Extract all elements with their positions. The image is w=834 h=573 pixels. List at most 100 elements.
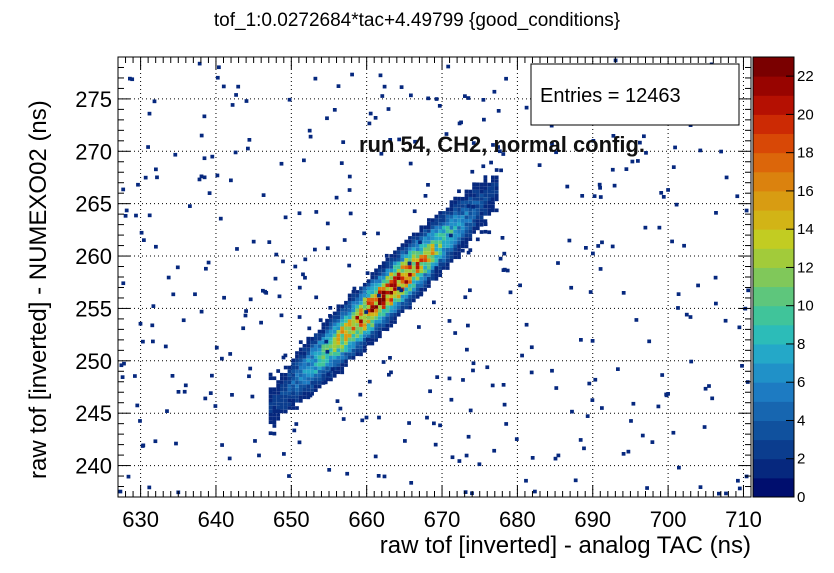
heatmap-cell [298,395,303,399]
heatmap-cell [396,283,401,288]
heatmap-cell [280,380,284,384]
heatmap-cell [321,373,326,378]
heatmap-cell [438,255,443,259]
heatmap-cell [393,257,397,262]
heatmap-cell [366,286,371,291]
heatmap-cell [283,387,288,392]
heatmap-cell [292,428,297,433]
heatmap-cell [460,240,465,245]
heatmap-cell [302,158,306,163]
heatmap-cell [445,218,450,223]
heatmap-cell [366,301,371,305]
heatmap-cell [435,375,440,379]
heatmap-cell [408,265,412,270]
heatmap-cell [302,369,307,374]
palette-swatch [753,382,794,402]
heatmap-cell [464,222,469,227]
heatmap-cell [438,244,443,248]
heatmap-cell [327,468,332,472]
heatmap-cell [338,406,343,411]
heatmap-cell [340,341,345,345]
heatmap-cell [457,248,461,252]
heatmap-cell [735,194,740,199]
heatmap-cell [370,301,375,306]
heatmap-cell [464,237,469,241]
heatmap-cell [336,366,341,371]
heatmap-cell [202,156,207,161]
heatmap-cell [430,254,435,259]
heatmap-cell [453,211,458,216]
heatmap-cell [393,279,397,284]
heatmap-cell [638,140,642,145]
heatmap-cell [218,216,223,221]
heatmap-cell [351,315,356,320]
heatmap-cell [362,312,367,316]
heatmap-cell [197,61,202,66]
heatmap-cell [460,207,465,212]
palette-swatch [753,401,794,421]
heatmap-cell [479,230,484,234]
heatmap-cell [393,290,397,295]
heatmap-cell [321,351,326,356]
heatmap-cell [483,182,488,187]
heatmap-cell [310,347,314,352]
heatmap-cell [475,197,480,201]
heatmap-cell [374,279,378,284]
heatmap-cell [442,255,446,259]
heatmap-cell [310,344,314,348]
heatmap-cell [350,72,354,77]
heatmap-cell [434,258,439,263]
heatmap-cell [549,123,554,128]
heatmap-cell [438,229,443,234]
heatmap-cell [719,149,723,154]
heatmap-cell [291,365,296,370]
heatmap-cell [393,283,397,288]
heatmap-cell [370,323,375,328]
heatmap-cell [438,214,443,219]
heatmap-cell [385,294,390,299]
heatmap-cell [340,333,345,338]
heatmap-cell [438,211,443,215]
heatmap-cell [344,330,348,334]
heatmap-cell [204,266,208,271]
heatmap-cell [351,334,356,338]
heatmap-cell [714,301,718,306]
palette-swatch [753,133,794,154]
heatmap-cell [287,402,292,407]
heatmap-cell [393,301,397,306]
heatmap-cell [280,398,284,403]
heatmap-cell [468,215,473,219]
heatmap-cell [268,413,273,417]
heatmap-cell [400,309,405,313]
heatmap-cell [229,178,233,183]
heatmap-cell [301,272,305,277]
heatmap-cell [491,179,495,183]
heatmap-cell [430,229,435,233]
heatmap-cell [287,391,292,396]
heatmap-cell [518,283,522,288]
heatmap-cell [283,215,288,220]
heatmap-cell [453,255,458,260]
heatmap-cell [344,308,348,312]
heatmap-cell [464,211,469,216]
heatmap-cell [427,232,431,237]
heatmap-cell [389,268,394,273]
palette-tick-label: 14 [797,221,814,238]
heatmap-cell [355,345,360,349]
heatmap-cell [283,395,288,399]
heatmap-cell [464,218,469,223]
heatmap-cell [302,366,307,370]
heatmap-cell [355,348,360,353]
heatmap-cell [494,208,499,213]
heatmap-cell [306,395,311,400]
heatmap-cell [487,201,492,205]
heatmap-cell [306,347,311,352]
heatmap-cell [385,305,390,310]
heatmap-cell [590,398,595,402]
heatmap-cell [449,204,454,208]
heatmap-cell [283,365,288,370]
heatmap-cell [591,139,596,143]
heatmap-cell [434,255,439,259]
heatmap-cell [355,308,360,313]
heatmap-cell [272,394,277,399]
